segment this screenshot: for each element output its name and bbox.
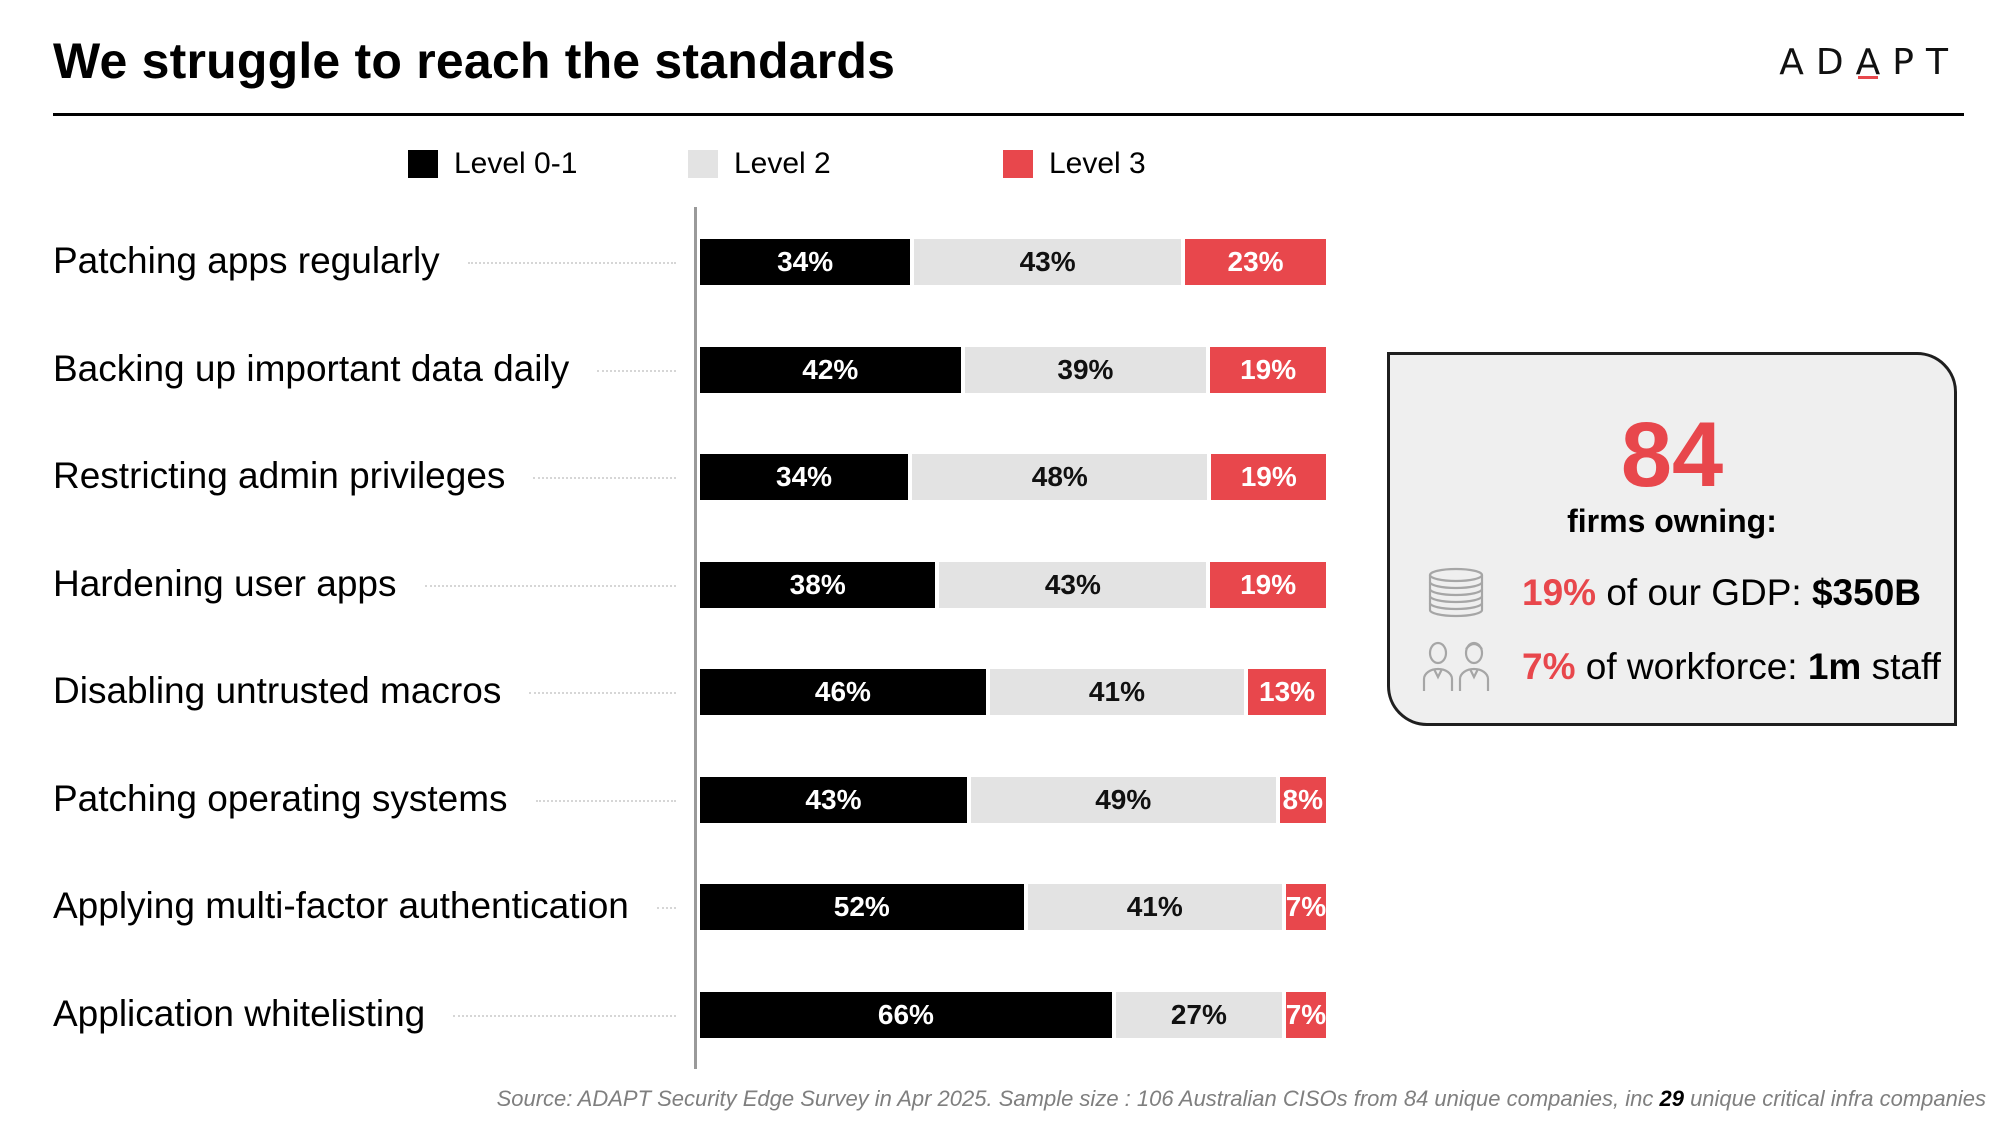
label-leader-line: [453, 1014, 676, 1017]
legend-swatch-level-0-1: [408, 150, 438, 178]
bar-segment-level-2: 43%: [939, 561, 1207, 608]
source-note: Source: ADAPT Security Edge Survey in Ap…: [497, 1086, 1986, 1112]
bar-segment-level-0-1: 52%: [700, 884, 1024, 930]
source-text: Source: ADAPT Security Edge Survey in Ap…: [496, 1086, 1660, 1111]
people-icon: [1422, 641, 1490, 691]
data-label: 52%: [833, 891, 890, 922]
category-label: Application whitelisting: [53, 992, 426, 1034]
bar-segment-level-2: 49%: [970, 776, 1276, 823]
data-label: 41%: [1088, 676, 1145, 707]
bar-segment-level-0-1: 34%: [700, 239, 911, 285]
data-label: 39%: [1057, 353, 1114, 385]
stat-workforce-text: of workforce:: [1575, 646, 1808, 687]
logo-text-start: AD: [1779, 42, 1856, 83]
bar-segment-level-3: 23%: [1185, 239, 1326, 285]
label-leader-line: [468, 262, 676, 264]
bar-segment-level-3: 7%: [1285, 991, 1326, 1038]
callout-caption: firms owning:: [1567, 503, 1777, 539]
data-label: 19%: [1240, 568, 1297, 600]
legend-item-level-2: Level 2: [688, 147, 831, 181]
data-label: 27%: [1170, 998, 1227, 1030]
logo-text-end: PT: [1892, 42, 1960, 83]
data-label: 19%: [1240, 461, 1297, 492]
title-divider: [53, 113, 1964, 116]
coins-icon: [1428, 567, 1484, 618]
stat-workforce-percent: 7%: [1522, 646, 1576, 687]
category-label: Disabling untrusted macros: [53, 670, 502, 711]
data-label: 42%: [802, 353, 859, 385]
legend-label-level-0-1: Level 0-1: [454, 147, 578, 180]
legend-label-level-2: Level 2: [734, 147, 831, 180]
bar-segment-level-2: 48%: [912, 454, 1208, 500]
bar-segment-level-3: 19%: [1210, 561, 1326, 608]
source-highlight-number: 29: [1659, 1086, 1684, 1111]
data-label: 19%: [1240, 353, 1297, 385]
page-title: We struggle to reach the standards: [53, 33, 896, 89]
bar-segment-level-0-1: 66%: [700, 991, 1112, 1038]
label-leader-line: [529, 692, 676, 694]
category-label: Hardening user apps: [53, 562, 397, 604]
stat-gdp-text: of our GDP:: [1596, 572, 1812, 613]
firms-callout-box: 84 firms owning: 19% of our GDP: $350B: [1387, 352, 1957, 726]
bar-segment-level-2: 41%: [989, 669, 1245, 715]
stat-gdp-value: $350B: [1811, 572, 1922, 613]
label-leader-line: [536, 799, 676, 802]
data-label: 49%: [1095, 783, 1152, 815]
legend-swatch-level-2: [688, 150, 718, 178]
bar-segment-level-0-1: 34%: [700, 454, 909, 500]
bar-segment-level-2: 41%: [1027, 884, 1282, 930]
bar-segment-level-3: 19%: [1211, 454, 1326, 500]
category-label: Patching apps regularly: [53, 240, 440, 281]
legend-swatch-level-3: [1003, 150, 1033, 178]
data-label: 41%: [1126, 891, 1183, 922]
adapt-logo: ADA PT: [1779, 42, 1960, 83]
bar-segment-level-3: 8%: [1279, 776, 1326, 823]
label-leader-line: [533, 477, 676, 479]
category-label: Patching operating systems: [53, 777, 508, 819]
stat-gdp-percent: 19%: [1522, 572, 1597, 613]
data-label: 34%: [777, 246, 834, 277]
data-label: 43%: [805, 783, 862, 815]
bar-segment-level-3: 7%: [1285, 884, 1326, 930]
data-label: 43%: [1044, 568, 1101, 600]
category-label: Applying multi-factor authentication: [53, 885, 629, 926]
stat-row-workforce: 7% of workforce: 1m staff: [1420, 639, 1944, 695]
data-label: 13%: [1259, 676, 1316, 707]
data-label: 23%: [1227, 246, 1284, 277]
bar-segment-level-0-1: 43%: [700, 776, 967, 823]
logo-accent-letter: A: [1855, 42, 1893, 83]
category-label: Restricting admin privileges: [53, 455, 506, 496]
data-label: 7%: [1285, 891, 1326, 922]
legend-item-level-0-1: Level 0-1: [408, 147, 577, 181]
legend-item-level-3: Level 3: [1003, 147, 1146, 181]
bar-segment-level-2: 43%: [914, 239, 1182, 285]
legend-label-level-3: Level 3: [1049, 147, 1146, 180]
data-label: 46%: [814, 676, 871, 707]
bar-segment-level-2: 27%: [1115, 991, 1282, 1038]
data-label: 66%: [877, 998, 934, 1030]
category-label: Backing up important data daily: [53, 347, 570, 389]
chart-axis-line: [694, 207, 697, 1069]
stat-workforce-value: 1m: [1807, 646, 1862, 687]
data-label: 48%: [1031, 461, 1088, 492]
bar-segment-level-2: 39%: [964, 346, 1207, 393]
data-label: 43%: [1019, 246, 1076, 277]
bar-segment-level-0-1: 42%: [700, 346, 961, 393]
bar-segment-level-3: 19%: [1210, 346, 1326, 393]
label-leader-line: [425, 584, 676, 587]
bar-segment-level-3: 13%: [1248, 669, 1326, 715]
data-label: 38%: [789, 568, 846, 600]
stat-workforce-suffix: staff: [1861, 646, 1941, 687]
source-text-end: unique critical infra companies: [1683, 1086, 1986, 1111]
callout-number: 84: [1620, 404, 1724, 506]
bar-segment-level-0-1: 46%: [700, 669, 986, 715]
data-label: 34%: [776, 461, 833, 492]
bar-segment-level-0-1: 38%: [700, 561, 936, 608]
label-leader-line: [597, 369, 676, 372]
data-label: 8%: [1282, 783, 1324, 815]
label-leader-line: [657, 907, 676, 909]
stat-row-gdp: 19% of our GDP: $350B: [1420, 565, 1944, 621]
data-label: 7%: [1285, 998, 1326, 1030]
